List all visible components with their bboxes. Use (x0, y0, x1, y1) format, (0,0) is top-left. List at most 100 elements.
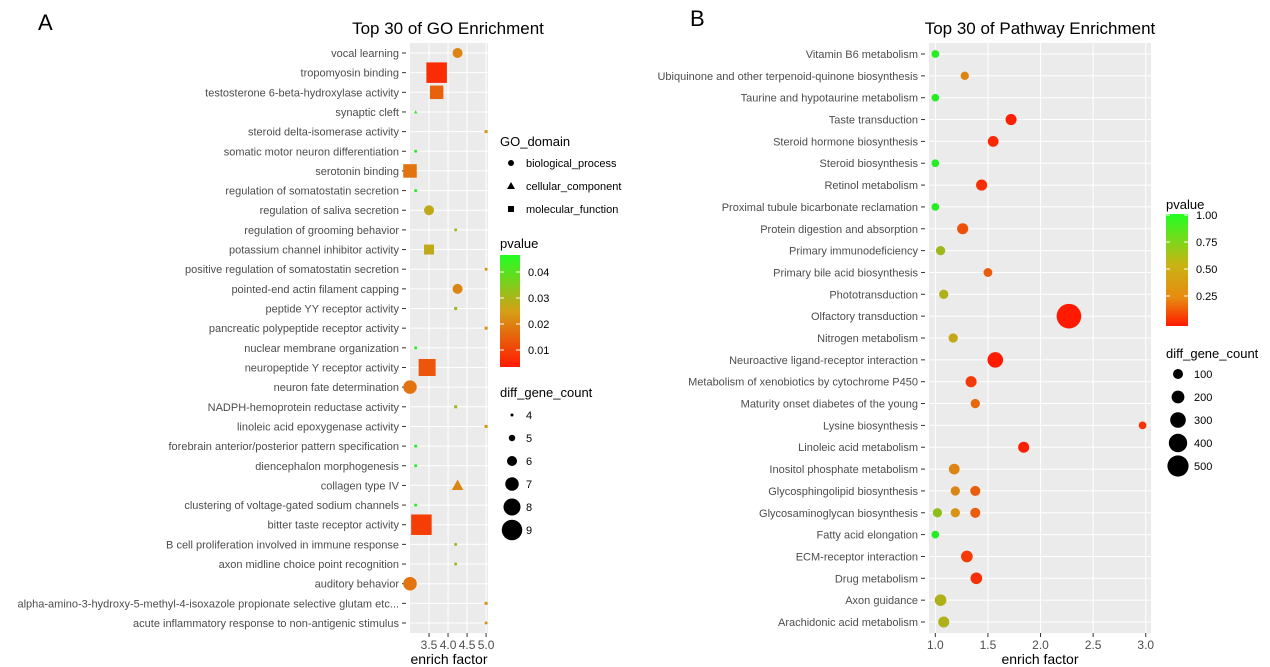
shape-legend-label: molecular_function (526, 204, 618, 216)
category-label: tropomyosin binding (301, 68, 399, 80)
size-legend-dot (503, 498, 521, 516)
category-label: regulation of grooming behavior (244, 225, 399, 237)
data-point-circle (970, 398, 980, 409)
data-point-circle (454, 542, 458, 546)
panel-b-pvalue-colorbar (1166, 214, 1188, 326)
category-label: pointed-end actin filament capping (231, 284, 399, 296)
category-label: ECM-receptor interaction (796, 551, 918, 563)
panel-b-category-labels: Vitamin B6 metabolism Ubiquinone and othe… (657, 49, 925, 629)
colorbar-tick-label: 1.00 (1196, 210, 1217, 222)
category-label: Maturity onset diabetes of the young (741, 399, 918, 411)
panel-b-x-ticks: 1.0 1.5 2.0 2.5 3.0 (927, 633, 1154, 652)
data-point-circle (454, 228, 458, 232)
category-label: regulation of saliva secretion (260, 205, 399, 217)
category-label: clustering of voltage-gated sodium chann… (184, 500, 399, 512)
data-point-circle (931, 530, 940, 539)
data-point-circle (454, 562, 458, 566)
legend-triangle-icon (507, 182, 515, 189)
data-point-circle (934, 594, 947, 606)
legend-square-icon (508, 206, 514, 212)
panel-a-pvalue-colorbar (500, 255, 520, 367)
data-point-circle (960, 71, 969, 81)
data-point-circle (931, 203, 940, 211)
category-label: Taurine and hypotaurine metabolism (741, 93, 918, 105)
size-legend-dot (508, 434, 516, 442)
panel-a-letter: A (38, 10, 53, 35)
data-point-square (418, 358, 436, 376)
data-point-circle (452, 48, 463, 58)
data-point-circle (1138, 421, 1147, 430)
data-point-square (429, 85, 444, 100)
data-point-square (454, 307, 458, 311)
panel-a-size-legend: 4 5 6 7 8 9 (501, 410, 532, 541)
size-legend-label: 4 (526, 410, 532, 422)
size-legend-dot (505, 477, 519, 491)
category-label: collagen type IV (321, 480, 400, 492)
data-point-circle (931, 50, 940, 58)
colorbar-tick-label: 0.03 (528, 293, 549, 305)
data-point-circle (987, 136, 999, 147)
colorbar-tick-label: 0.04 (528, 267, 549, 279)
data-point-circle (948, 333, 958, 343)
category-label: neuropeptide Y receptor activity (245, 362, 400, 374)
data-point-circle (424, 205, 435, 216)
size-legend-label: 300 (1194, 415, 1212, 427)
panel-b-pvalue-legend-ticks: 1.00 0.75 0.50 0.25 (1166, 210, 1217, 303)
category-label: Olfactory transduction (811, 311, 918, 323)
category-label: Inositol phosphate metabolism (769, 464, 918, 476)
data-point-triangle (413, 110, 418, 114)
category-label: vocal learning (331, 48, 399, 60)
data-point-circle (931, 93, 940, 102)
data-point-triangle (451, 479, 464, 491)
size-legend-label: 200 (1194, 392, 1212, 404)
category-label: Primary immunodeficiency (789, 246, 918, 258)
panel-a-pvalue-legend-title: pvalue (500, 236, 538, 251)
colorbar-tick-label: 0.50 (1196, 264, 1217, 276)
x-tick-label: 2.0 (1032, 638, 1049, 652)
category-label: Proximal tubule bicarbonate reclamation (722, 202, 918, 214)
panel-a-shape-legend: biological_process cellular_componentmole… (507, 158, 621, 216)
data-point-circle (948, 463, 960, 475)
category-label: linoleic acid epoxygenase activity (237, 421, 400, 433)
panel-a-grid (406, 43, 492, 633)
panel-b-title: Top 30 of Pathway Enrichment (925, 19, 1156, 38)
data-point-circle (970, 507, 981, 518)
data-point-circle (987, 352, 1004, 368)
data-point-circle (961, 550, 973, 563)
category-label: Nitrogen metabolism (817, 333, 918, 345)
category-label: synaptic cleft (335, 107, 399, 119)
category-label: testosterone 6-beta-hydroxylase activity (205, 87, 399, 99)
panel-a-xlabel: enrich factor (410, 651, 487, 667)
data-point-circle (976, 179, 988, 191)
data-point-circle (414, 503, 418, 507)
category-label: Primary bile acid biosynthesis (773, 267, 918, 279)
size-legend-label: 7 (526, 479, 532, 491)
category-label: B cell proliferation involved in immune … (166, 539, 399, 551)
category-label: axon midline choice point recognition (219, 559, 399, 571)
size-legend-dot (1173, 369, 1183, 379)
panel-a-points (403, 48, 488, 625)
x-tick-label: 1.5 (980, 638, 997, 652)
size-legend-label: 8 (526, 502, 532, 514)
data-point-square (426, 62, 447, 83)
panel-a-category-labels: vocal learning tropomyosin binding testost… (17, 48, 406, 630)
data-point-circle (965, 376, 977, 388)
panel-b-letter: B (690, 6, 705, 31)
category-label: peptide YY receptor activity (265, 304, 399, 316)
data-point-circle (452, 283, 463, 294)
x-tick-label: 4.0 (440, 638, 457, 652)
category-label: Glycosaminoglycan biosynthesis (759, 508, 918, 520)
data-point-circle (414, 189, 418, 193)
data-point-square (424, 244, 435, 255)
category-label: Steroid hormone biosynthesis (773, 136, 918, 148)
colorbar-tick-label: 0.75 (1196, 237, 1217, 249)
data-point-circle (1005, 113, 1017, 126)
panel-b-points (931, 50, 1147, 628)
data-point-circle (403, 380, 417, 394)
category-label: Neuroactive ligand-receptor interaction (729, 355, 918, 367)
x-tick-label: 3.0 (1137, 638, 1154, 652)
data-point-circle (403, 576, 417, 591)
size-legend-label: 100 (1194, 369, 1212, 381)
category-label: Phototransduction (829, 289, 918, 301)
x-tick-label: 5.0 (478, 638, 495, 652)
